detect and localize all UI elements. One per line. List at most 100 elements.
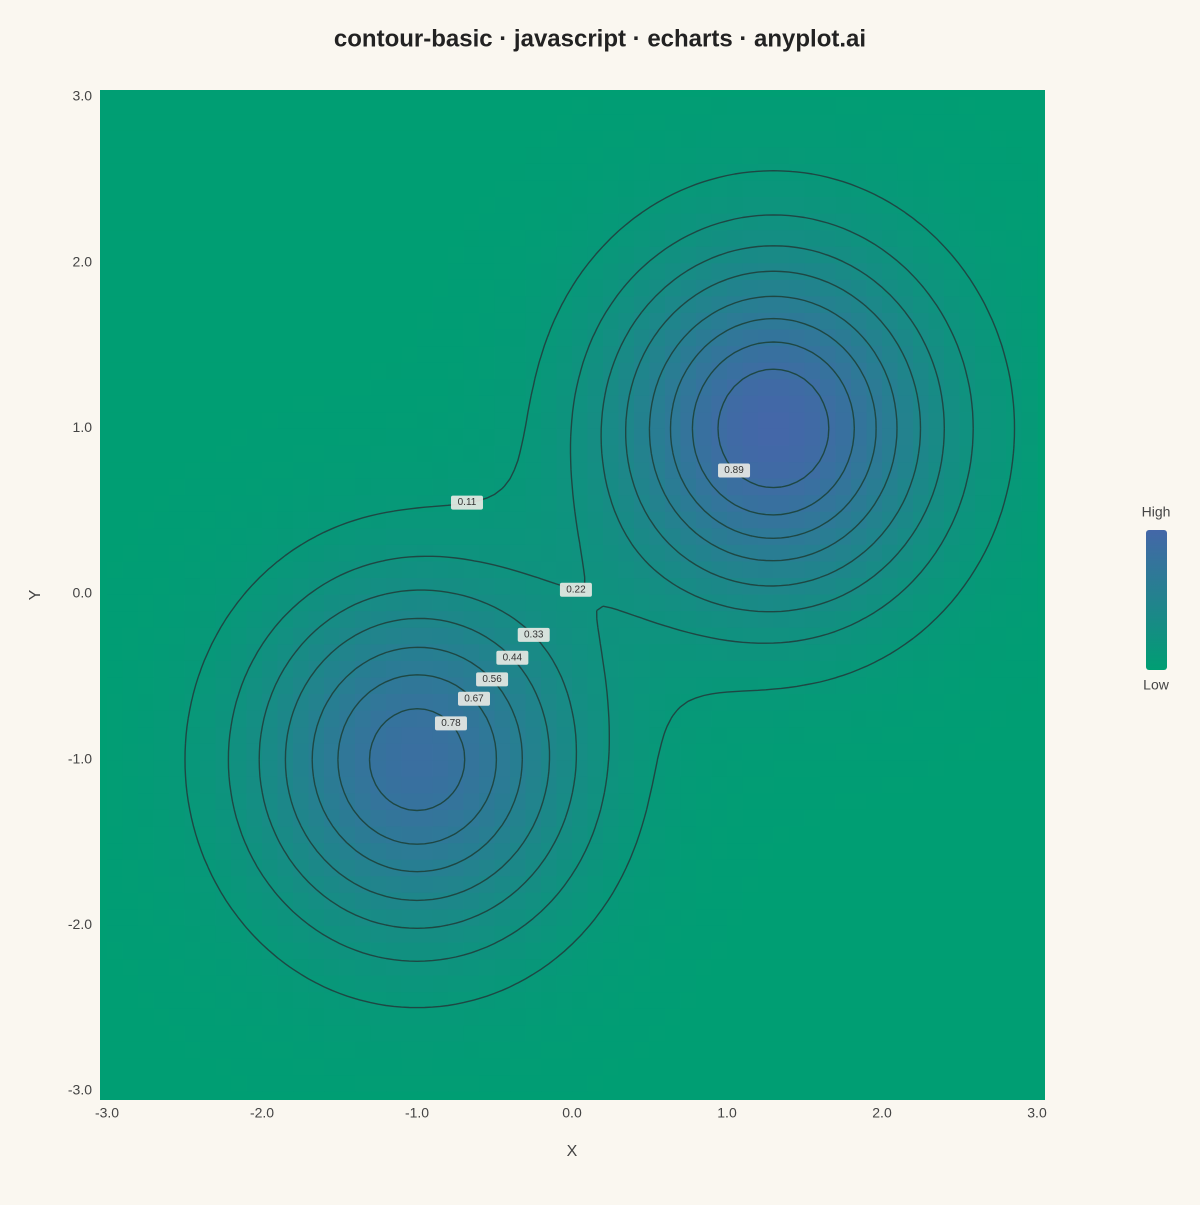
- heat-cell: [634, 842, 651, 860]
- heat-cell: [200, 411, 217, 429]
- heat-cell: [789, 461, 806, 479]
- heat-cell: [200, 660, 217, 678]
- heat-cell: [897, 428, 914, 446]
- heat-cell: [603, 577, 620, 595]
- heat-cell: [432, 196, 449, 214]
- heat-cell: [773, 925, 790, 943]
- heat-cell: [324, 1074, 341, 1092]
- heat-cell: [928, 693, 945, 711]
- heat-cell: [587, 1024, 604, 1042]
- heat-cell: [494, 776, 511, 794]
- heat-cell: [742, 345, 759, 363]
- heat-cell: [401, 842, 418, 860]
- heat-cell: [262, 759, 279, 777]
- heat-cell: [913, 743, 930, 761]
- heat-cell: [448, 328, 465, 347]
- heat-cell: [990, 295, 1007, 313]
- heat-cell: [525, 925, 542, 943]
- heat-cell: [913, 792, 930, 810]
- heat-cell: [200, 726, 217, 744]
- heat-cell: [324, 544, 341, 562]
- heat-cell: [324, 975, 341, 993]
- heat-cell: [525, 1008, 542, 1026]
- heat-cell: [510, 312, 527, 330]
- heat-cell: [463, 544, 480, 562]
- heat-cell: [153, 428, 170, 446]
- heat-cell: [556, 726, 573, 744]
- heat-cell: [959, 378, 976, 396]
- heat-cell: [820, 478, 837, 496]
- heat-cell: [107, 179, 124, 197]
- heat-cell: [200, 693, 217, 711]
- heat-cell: [804, 991, 821, 1009]
- heat-cell: [572, 461, 589, 479]
- heat-cell: [866, 709, 883, 728]
- heat-cell: [448, 345, 465, 363]
- heat-cell: [184, 246, 201, 264]
- heat-cell: [169, 544, 186, 562]
- heat-cell: [556, 809, 573, 827]
- heat-cell: [618, 809, 635, 827]
- heat-cell: [200, 262, 217, 280]
- heat-cell: [959, 610, 976, 628]
- heat-cell: [680, 594, 697, 612]
- heat-cell: [742, 941, 759, 960]
- heat-cell: [386, 1074, 403, 1092]
- heat-cell: [913, 411, 930, 429]
- heat-cell: [169, 328, 186, 347]
- heat-cell: [634, 1057, 651, 1076]
- heat-cell: [959, 527, 976, 545]
- heat-cell: [820, 743, 837, 761]
- heat-cell: [959, 792, 976, 810]
- heat-cell: [851, 461, 868, 479]
- heat-cell: [308, 262, 325, 280]
- heat-cell: [789, 1024, 806, 1042]
- heat-cell: [773, 1008, 790, 1026]
- heat-cell: [897, 1024, 914, 1042]
- heat-cell: [866, 643, 883, 661]
- heat-cell: [262, 859, 279, 877]
- heat-cell: [665, 726, 682, 744]
- heat-cell: [525, 809, 542, 827]
- heat-cell: [432, 478, 449, 496]
- heat-cell: [897, 825, 914, 844]
- heat-cell: [479, 378, 496, 396]
- heat-cell: [215, 660, 232, 678]
- heat-cell: [153, 792, 170, 810]
- heat-cell: [1021, 212, 1038, 231]
- heat-cell: [122, 975, 139, 993]
- heat-cell: [355, 809, 372, 827]
- heat-cell: [975, 395, 992, 413]
- heat-cell: [308, 395, 325, 413]
- heat-cell: [665, 975, 682, 993]
- heat-cell: [1021, 411, 1038, 429]
- heat-cell: [556, 594, 573, 612]
- heat-cell: [138, 130, 155, 148]
- heat-cell: [355, 362, 372, 380]
- heat-cell: [339, 295, 356, 313]
- heat-cell: [975, 411, 992, 429]
- heat-cell: [572, 229, 589, 247]
- heat-cell: [479, 362, 496, 380]
- heat-cell: [386, 660, 403, 678]
- heat-cell: [277, 461, 294, 479]
- heat-cell: [587, 709, 604, 728]
- heat-cell: [339, 544, 356, 562]
- heat-cell: [804, 975, 821, 993]
- heat-cell: [975, 842, 992, 860]
- heat-cell: [308, 345, 325, 363]
- heat-cell: [727, 1024, 744, 1042]
- heat-cell: [975, 660, 992, 678]
- heat-cell: [680, 527, 697, 545]
- heat-cell: [773, 130, 790, 148]
- heat-cell: [122, 941, 139, 960]
- heat-cell: [587, 229, 604, 247]
- heat-cell: [153, 1024, 170, 1042]
- heat-cell: [122, 1074, 139, 1092]
- heat-cell: [494, 345, 511, 363]
- heat-cell: [944, 875, 961, 893]
- heat-cell: [386, 941, 403, 960]
- heat-cell: [866, 1008, 883, 1026]
- heat-cell: [339, 676, 356, 694]
- heat-cell: [246, 958, 263, 976]
